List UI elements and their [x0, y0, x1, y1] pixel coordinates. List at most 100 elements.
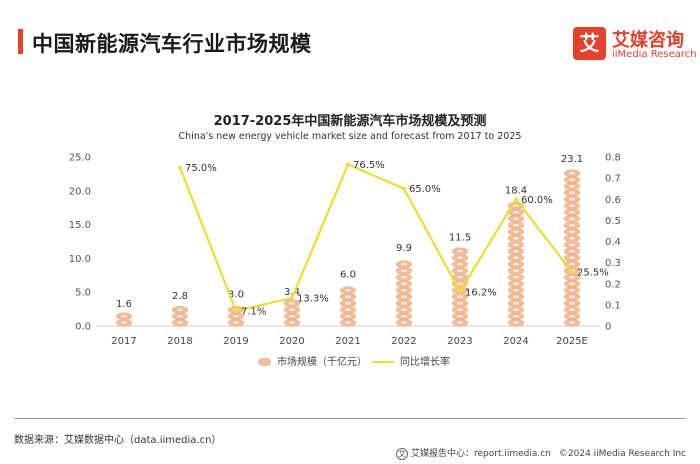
bar-coin-mark — [513, 243, 519, 246]
x-tick-label: 2023 — [447, 336, 472, 347]
growth-rate-point — [178, 165, 182, 170]
bar-value-label: 6.0 — [340, 269, 356, 280]
growth-rate-point — [290, 296, 294, 300]
bar-coin-mark — [569, 204, 575, 207]
page-title: 中国新能源汽车行业市场规模 — [32, 32, 312, 56]
bar-coin-mark — [569, 315, 575, 318]
x-tick-label: 2020 — [279, 336, 304, 347]
bar-coin-mark — [569, 276, 575, 279]
bar-coin-mark — [401, 308, 407, 311]
bar-coin-mark — [513, 269, 519, 272]
bar-2017 — [115, 312, 133, 327]
bar-coin-mark — [233, 315, 239, 318]
bar-value-label: 9.9 — [396, 243, 412, 254]
growth-rate-point — [402, 186, 406, 191]
x-tick-label: 2024 — [503, 336, 528, 347]
bar-coin-mark — [457, 315, 463, 318]
bar-coin-mark — [513, 211, 519, 214]
bar-coin-mark — [457, 282, 463, 285]
bar-2023 — [451, 247, 469, 327]
bar-2024 — [507, 201, 525, 327]
bar-coin-mark — [569, 250, 575, 253]
bar-value-label: 1.6 — [116, 299, 132, 310]
growth-rate-point — [458, 289, 462, 294]
legend-coin-icon — [258, 358, 271, 366]
copyright: ©2024 iiMedia Research Inc — [558, 449, 686, 459]
legend-item-growth: 同比增长率 — [372, 353, 450, 368]
y-left-tick-label: 5.0 — [75, 288, 91, 299]
bar-coin-mark — [401, 289, 407, 292]
y-left-tick-label: 15.0 — [69, 220, 91, 231]
growth-rate-label: 65.0% — [409, 184, 441, 195]
footer-credits: 艾艾媒报告中心：report.iimedia.cn ©2024 iiMedia R… — [388, 446, 686, 460]
bar-coin-mark — [457, 302, 463, 305]
bar-coin-mark — [513, 321, 519, 324]
bar-coin-mark — [513, 315, 519, 318]
bar-coin-mark — [569, 211, 575, 214]
growth-rate-label: 7.1% — [241, 307, 266, 318]
bar-coin-mark — [569, 185, 575, 188]
legend-label-market-size: 市场规模（千亿元） — [277, 357, 367, 368]
bar-coin-mark — [289, 308, 295, 311]
bar-coin-mark — [345, 315, 351, 318]
bar-coin-mark — [569, 282, 575, 285]
bar-coin-mark — [513, 276, 519, 279]
bar-coin-mark — [513, 302, 519, 305]
growth-rate-point — [514, 197, 518, 202]
bar-coin-mark — [401, 263, 407, 266]
growth-rate-point — [570, 270, 574, 274]
bar-2025E — [563, 169, 581, 327]
bar-coin-mark — [401, 321, 407, 324]
bar-coin-mark — [457, 321, 463, 324]
legend-label-growth: 同比增长率 — [400, 357, 450, 368]
bar-coin-mark — [121, 321, 127, 324]
y-right-tick-label: 0.1 — [605, 300, 621, 311]
data-source: 数据来源：艾媒数据中心（data.iimedia.cn） — [14, 435, 222, 446]
bar-coin-mark — [569, 321, 575, 324]
bar-coin-mark — [345, 308, 351, 311]
bar-coin-mark — [569, 256, 575, 259]
bar-coin-mark — [513, 230, 519, 233]
growth-rate-line — [178, 163, 573, 313]
bar-coin-mark — [401, 276, 407, 279]
bar-coin-mark — [457, 250, 463, 253]
bar-coin-mark — [569, 217, 575, 220]
bar-coin-mark — [513, 263, 519, 266]
title-accent-bar — [18, 29, 23, 54]
logo-cn-text: 艾媒咨询 — [612, 30, 684, 51]
bar-coin-mark — [569, 198, 575, 201]
y-left-tick-label: 0.0 — [75, 322, 91, 333]
y-right-tick-label: 0.2 — [605, 279, 621, 290]
bar-coin-mark — [513, 256, 519, 259]
bar-coin-mark — [457, 263, 463, 266]
chart-title: 2017-2025年中国新能源汽车市场规模及预测 — [213, 114, 487, 129]
bar-coin-mark — [177, 315, 183, 318]
bar-value-label: 18.4 — [505, 186, 527, 197]
bar-coin-mark — [569, 308, 575, 311]
bar-coin-mark — [513, 250, 519, 253]
bar-coin-mark — [513, 289, 519, 292]
growth-rate-label: 13.3% — [297, 293, 329, 304]
bar-coin-mark — [401, 315, 407, 318]
bar-coin-mark — [569, 230, 575, 233]
bar-coin-mark — [401, 282, 407, 285]
legend-item-market-size: 市场规模（千亿元） — [258, 353, 367, 368]
bar-coin-mark — [513, 224, 519, 227]
bar-coin-mark — [569, 263, 575, 266]
bar-coin-mark — [345, 289, 351, 292]
bar-coin-mark — [457, 276, 463, 279]
bar-coin-mark — [569, 302, 575, 305]
bar-coin-mark — [177, 308, 183, 311]
bar-2020 — [283, 299, 301, 327]
bar-coin-mark — [401, 302, 407, 305]
bar-coin-mark — [569, 237, 575, 240]
growth-rate-label: 16.2% — [465, 287, 497, 298]
bar-coin-mark — [513, 308, 519, 311]
bar-coin-mark — [457, 308, 463, 311]
bar-coin-mark — [345, 321, 351, 324]
bar-coin-mark — [513, 204, 519, 207]
growth-rate-label: 76.5% — [353, 160, 385, 171]
bar-coin-mark — [233, 321, 239, 324]
bar-coin-mark — [121, 315, 127, 318]
growth-rate-point — [234, 309, 238, 313]
